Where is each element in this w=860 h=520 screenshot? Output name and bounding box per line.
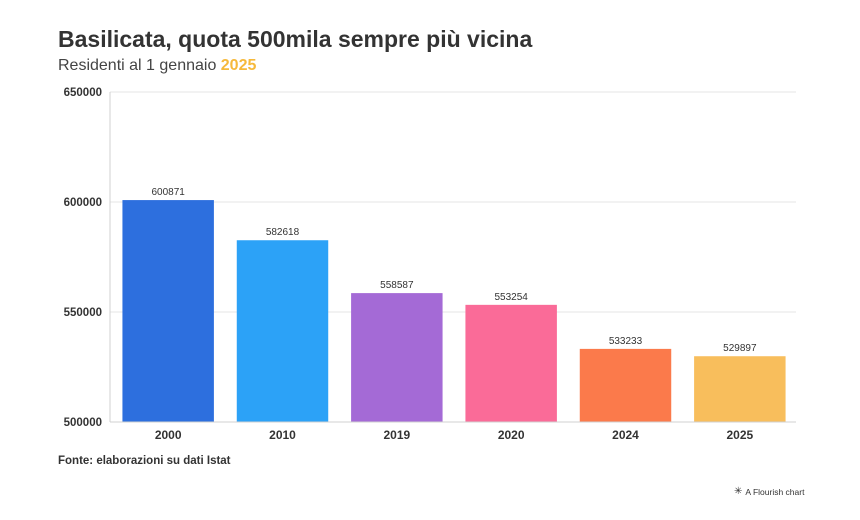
data-label: 553254: [494, 292, 528, 303]
chart-subtitle: Residenti al 1 gennaio 2025: [58, 57, 256, 75]
x-tick-label: 2025: [726, 428, 753, 442]
data-label: 533233: [609, 336, 643, 347]
flourish-star-icon: ✳: [734, 486, 743, 497]
x-tick-label: 2019: [383, 428, 410, 442]
data-label: 529897: [723, 343, 757, 354]
bar-2000: [122, 200, 214, 422]
subtitle-text: Residenti al 1 gennaio: [58, 57, 221, 74]
y-tick-label: 550000: [64, 307, 102, 319]
subtitle-year: 2025: [220, 57, 257, 74]
bar-2010: [236, 240, 329, 422]
bar-2024: [579, 348, 672, 422]
credit-label: A Flourish chart: [745, 487, 805, 497]
y-tick-label: 500000: [64, 417, 102, 429]
data-label: 600871: [151, 187, 185, 198]
chart-title: Basilicata, quota 500mila sempre più vic…: [58, 26, 533, 52]
flourish-credit[interactable]: ✳ A Flourish chart: [734, 486, 805, 498]
data-label: 558587: [380, 280, 414, 291]
x-tick-label: 2020: [498, 428, 525, 442]
bar-2020: [465, 304, 557, 422]
bar-2019: [351, 293, 443, 422]
y-tick-label: 600000: [64, 197, 102, 209]
source-note: Fonte: elaborazioni su dati Istat: [58, 455, 231, 467]
x-tick-label: 2010: [269, 428, 296, 442]
x-tick-label: 2000: [155, 428, 182, 442]
data-label: 582618: [266, 227, 300, 238]
bar-2025: [694, 356, 786, 422]
y-tick-label: 650000: [64, 87, 102, 99]
x-tick-label: 2024: [612, 428, 639, 442]
